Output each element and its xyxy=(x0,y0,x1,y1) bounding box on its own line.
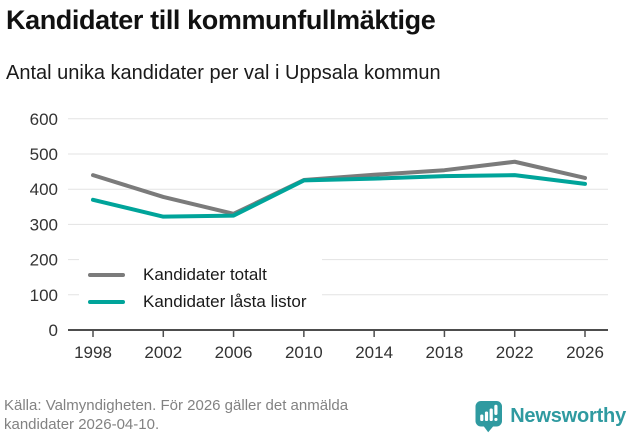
x-tick-label: 1998 xyxy=(74,343,112,362)
y-tick-label: 600 xyxy=(30,110,58,129)
x-tick-label: 2010 xyxy=(285,343,323,362)
series-line-0 xyxy=(91,159,587,216)
page-subtitle: Antal unika kandidater per val i Uppsala… xyxy=(6,62,441,84)
x-tick-label: 2026 xyxy=(566,343,604,362)
legend-item-totalt: Kandidater totalt xyxy=(88,265,306,285)
y-tick-label: 400 xyxy=(30,180,58,199)
chart-legend: Kandidater totalt Kandidater låsta listo… xyxy=(79,258,323,321)
x-tick-label: 2006 xyxy=(215,343,253,362)
x-tick-label: 2014 xyxy=(355,343,393,362)
legend-item-lasta-listor: Kandidater låsta listor xyxy=(88,292,306,312)
legend-swatch-totalt xyxy=(88,272,125,278)
x-tick-label: 2018 xyxy=(426,343,464,362)
source-line-2: kandidater 2026-04-10. xyxy=(4,416,160,433)
x-tick-label: 2022 xyxy=(496,343,534,362)
legend-label-totalt: Kandidater totalt xyxy=(143,265,267,284)
y-tick-label: 300 xyxy=(30,215,58,234)
source-line-1: Källa: Valmyndigheten. För 2026 gäller d… xyxy=(4,397,349,414)
newsworthy-logo[interactable]: Newsworthy xyxy=(475,398,626,434)
newsworthy-wordmark: Newsworthy xyxy=(510,404,626,427)
legend-label-lasta-listor: Kandidater låsta listor xyxy=(143,292,307,311)
y-tick-label: 100 xyxy=(30,286,58,305)
y-tick-label: 0 xyxy=(49,321,58,340)
source-note: Källa: Valmyndigheten. För 2026 gäller d… xyxy=(4,396,474,434)
series-line-1 xyxy=(91,173,587,219)
y-tick-label: 200 xyxy=(30,251,58,270)
y-tick-label: 500 xyxy=(30,145,58,164)
x-tick-label: 2002 xyxy=(144,343,182,362)
legend-swatch-lasta-listor xyxy=(88,299,125,305)
newsworthy-icon xyxy=(475,400,503,432)
page-title: Kandidater till kommunfullmäktige xyxy=(6,5,436,35)
